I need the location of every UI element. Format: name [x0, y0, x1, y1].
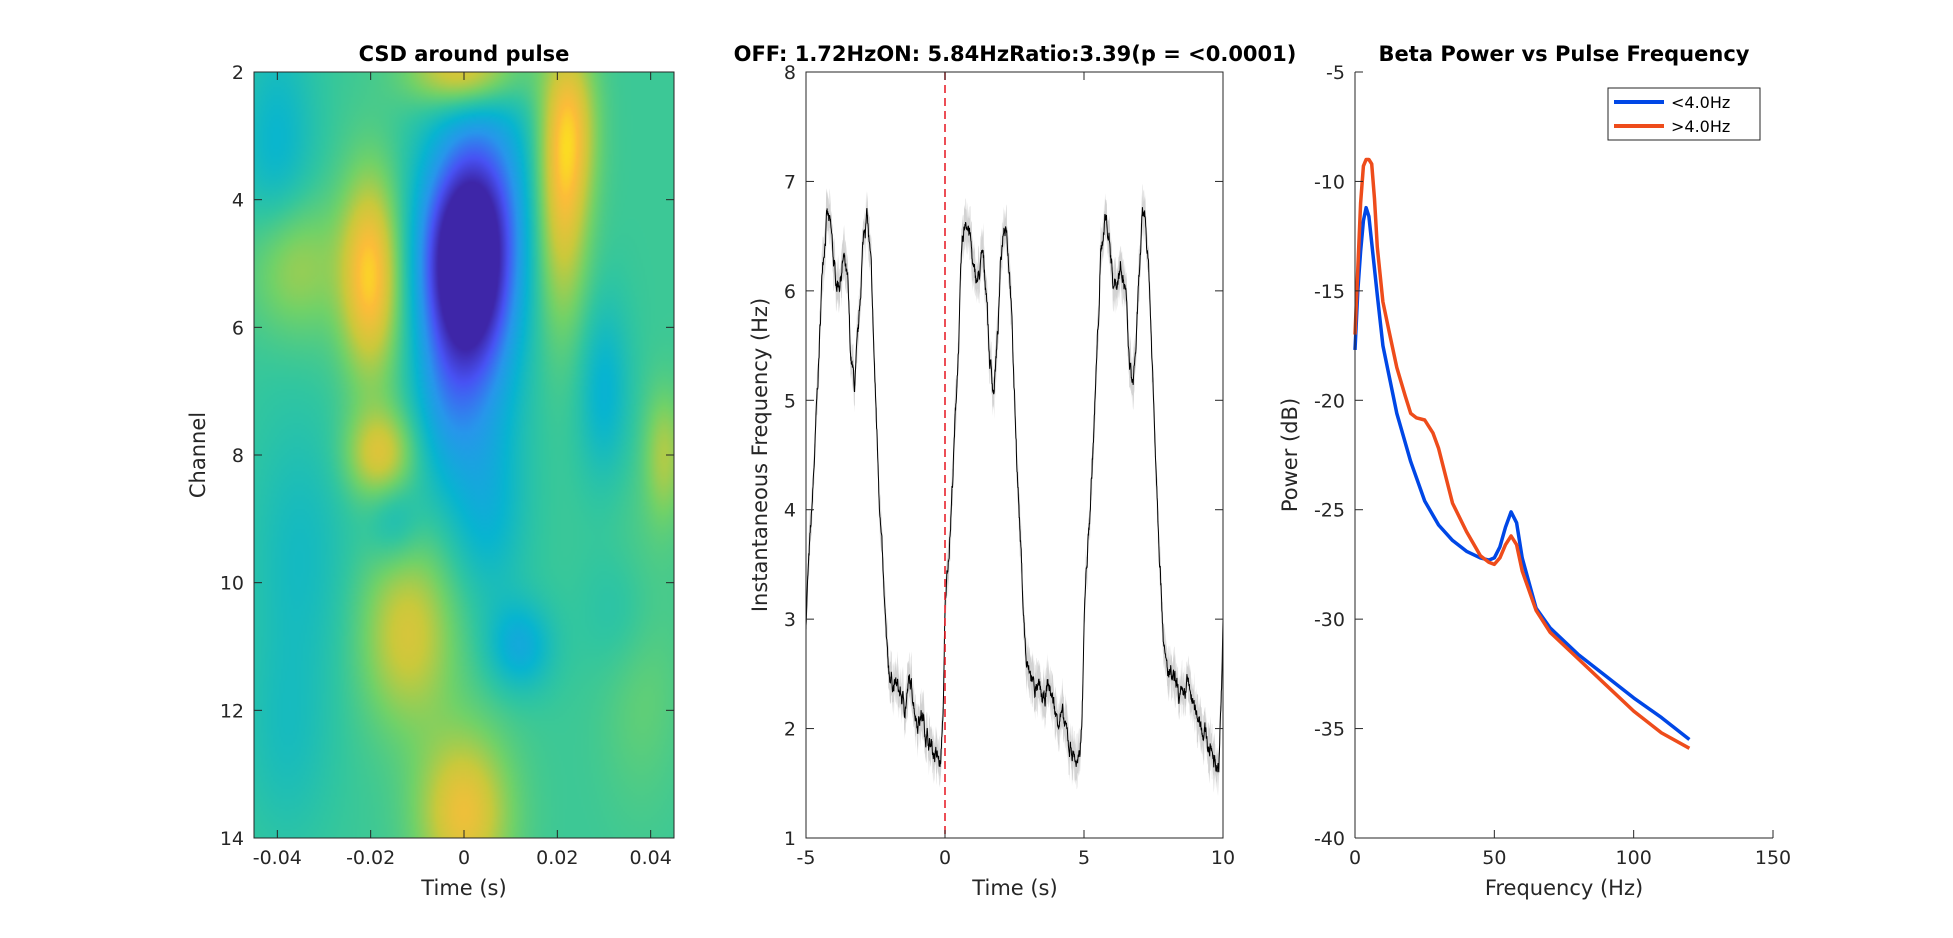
csd-xtick-label: 0.04 [630, 847, 672, 869]
freq-ytick-label: 5 [784, 390, 796, 412]
power-ylabel: Power (dB) [1278, 398, 1302, 512]
freq-ytick-label: 6 [784, 281, 796, 303]
csd-ytick-label: 4 [232, 190, 244, 212]
freq-mean-line [805, 207, 1224, 773]
power-ticks: 0 50 100 150 -40 -35 -30 -25 -20 -15 -10 -5 [1314, 62, 1791, 869]
freq-xtick-label: 5 [1078, 847, 1090, 869]
freq-xtick-label: -5 [797, 847, 816, 869]
freq-axes-background [806, 72, 1223, 838]
csd-ytick-label: 10 [220, 573, 244, 595]
freq-ytick-label: 8 [784, 62, 796, 84]
power-ytick-label: -40 [1314, 828, 1345, 850]
csd-xtick-label: 0 [458, 847, 470, 869]
csd-xlabel: Time (s) [420, 876, 506, 900]
power-title: Beta Power vs Pulse Frequency [1379, 42, 1750, 66]
power-ytick-label: -30 [1314, 609, 1345, 631]
csd-ytick-label: 2 [232, 62, 244, 84]
power-ytick-label: -25 [1314, 500, 1345, 522]
freq-panel: -5 0 5 10 1 2 3 4 5 6 7 8 OFF: 1.72HzON: 5.84HzRati… [734, 42, 1297, 900]
freq-ticks: -5 0 5 10 1 2 3 4 5 6 7 8 [784, 62, 1235, 869]
power-xtick-label: 50 [1482, 847, 1506, 869]
freq-ytick-label: 2 [784, 719, 796, 741]
legend-label-series-1: <4.0Hz [1671, 93, 1730, 112]
power-ytick-label: -20 [1314, 390, 1345, 412]
csd-title: CSD around pulse [359, 42, 570, 66]
legend-label-series-2: >4.0Hz [1671, 117, 1730, 136]
power-series-line-2 [1353, 157, 1691, 750]
csd-xtick-label: -0.02 [346, 847, 395, 869]
freq-ytick-label: 1 [784, 828, 796, 850]
freq-xtick-label: 0 [939, 847, 951, 869]
legend-box [1607, 87, 1761, 141]
csd-ytick-label: 14 [220, 828, 244, 850]
freq-xlabel: Time (s) [971, 876, 1057, 900]
power-ytick-label: -5 [1326, 62, 1345, 84]
power-xtick-label: 150 [1755, 847, 1791, 869]
csd-ylabel: Channel [186, 412, 210, 498]
csd-heatmap-image [254, 72, 674, 838]
freq-ytick-label: 7 [784, 171, 796, 193]
freq-axes-box [805, 71, 1224, 839]
csd-ytick-label: 12 [220, 700, 244, 722]
power-plot-area [1353, 157, 1691, 750]
power-legend: <4.0Hz >4.0Hz [1607, 87, 1761, 141]
csd-xtick-label: 0.02 [536, 847, 578, 869]
csd-ytick-label: 6 [232, 317, 244, 339]
csd-panel: -0.04 -0.02 0 0.02 0.04 2 4 6 8 10 12 14 CSD around… [186, 42, 675, 900]
freq-title: OFF: 1.72HzON: 5.84HzRatio:3.39(p = <0.0… [734, 42, 1297, 66]
freq-plot-area [805, 72, 1224, 838]
freq-ylabel: Instantaneous Frequency (Hz) [748, 298, 772, 612]
power-series-line-1 [1353, 205, 1691, 741]
freq-xtick-label: 10 [1211, 847, 1235, 869]
power-ytick-label: -15 [1314, 281, 1345, 303]
power-ytick-label: -35 [1314, 719, 1345, 741]
csd-ticks: -0.04 -0.02 0 0.02 0.04 2 4 6 8 10 12 14 [220, 62, 674, 869]
power-xlabel: Frequency (Hz) [1485, 876, 1643, 900]
freq-ytick-label: 4 [784, 500, 796, 522]
freq-ytick-label: 3 [784, 609, 796, 631]
power-ytick-label: -10 [1314, 171, 1345, 193]
power-xtick-label: 100 [1616, 847, 1652, 869]
csd-ytick-label: 8 [232, 445, 244, 467]
power-axes-background [1355, 72, 1773, 838]
csd-xtick-label: -0.04 [253, 847, 302, 869]
power-panel: 0 50 100 150 -40 -35 -30 -25 -20 -15 -10 -5 Beta Po… [1278, 42, 1791, 900]
power-xtick-label: 0 [1349, 847, 1361, 869]
